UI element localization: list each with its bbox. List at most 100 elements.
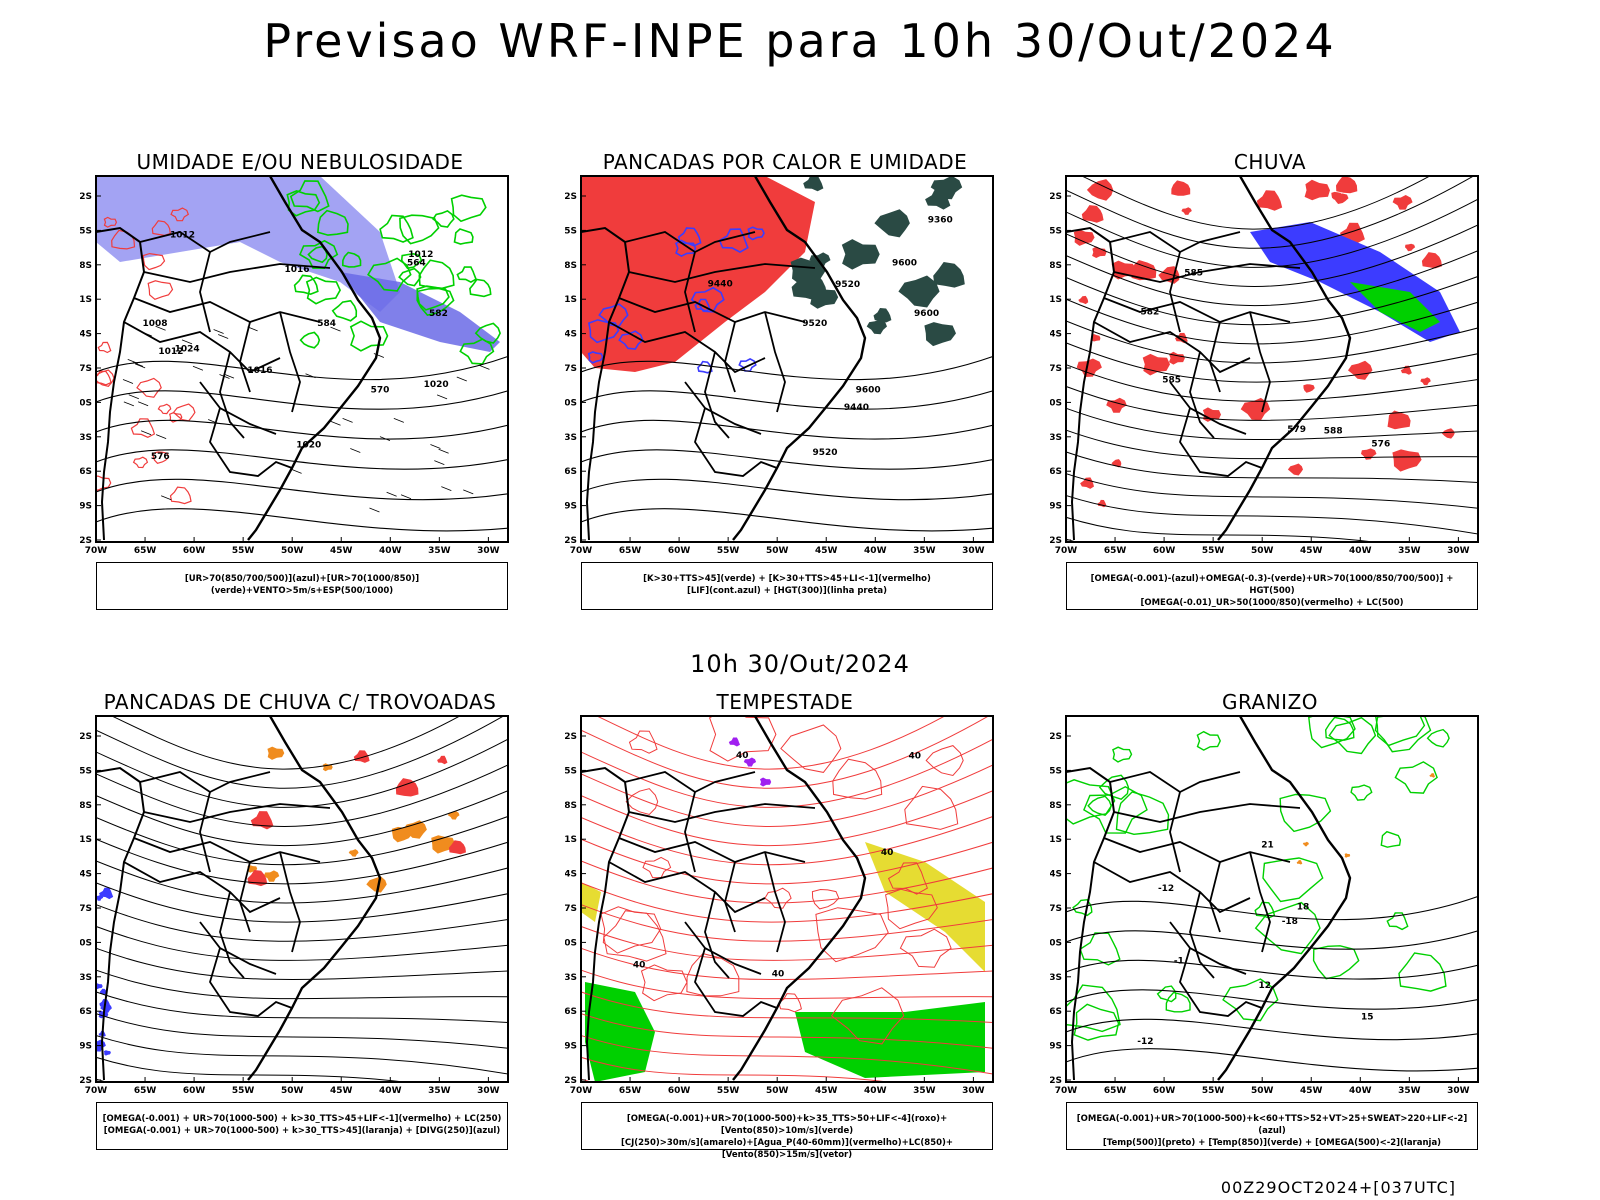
longitude-label: 65W [619, 1086, 642, 1096]
panel-title: GRANIZO [1221, 690, 1319, 714]
longitude-label: 30W [477, 546, 500, 556]
instability-green-zone [898, 275, 940, 308]
streamline [96, 716, 505, 789]
longitude-label: 40W [864, 546, 887, 556]
temp850-green-contour [1087, 795, 1112, 816]
precipitable-water-contour [642, 856, 672, 879]
contour-label: 1016 [284, 265, 309, 275]
map-content: -12 -12 -18 21 18 12 15 -1 [1066, 716, 1478, 1081]
western-boundary [96, 766, 146, 1081]
streamline [581, 738, 993, 808]
state-border [1179, 407, 1263, 477]
contour-label: 1020 [424, 380, 449, 390]
legend-line-2: [LIF](cont.azul) + [HGT(300)](linha pret… [686, 586, 888, 596]
green-humidity-contour [453, 228, 474, 245]
wind-vector [436, 394, 448, 400]
latitude-label: 18S [565, 801, 577, 811]
longitude-label: 55W [717, 1086, 740, 1096]
legend-line-2: [Temp(500)](preto) + [Temp(850)](verde) … [1102, 1138, 1442, 1148]
longitude-label: 70W [570, 546, 593, 556]
isobar-contour [581, 355, 993, 381]
lif-blue-contour [587, 351, 604, 364]
longitude-label: 65W [1104, 546, 1127, 556]
latitude-label: 12S [80, 732, 92, 742]
red-thickness-contour [96, 370, 112, 386]
latitude-label: 39S [1050, 1042, 1062, 1052]
temp850-green-contour [1398, 952, 1447, 992]
rain-red-area [1334, 193, 1349, 204]
thunderstorm-cell [366, 876, 387, 893]
map-frame [1065, 715, 1479, 1083]
isobar-contour [1066, 959, 1478, 980]
legend-box: [OMEGA(-0.001) + UR>70(1000-500) + k>30_… [96, 1102, 508, 1150]
contour-label: -1 [1174, 956, 1184, 966]
wind-vector [463, 489, 474, 495]
state-border [139, 771, 271, 794]
latitude-label: 39S [1050, 502, 1062, 512]
streamline [96, 860, 508, 904]
state-border [143, 803, 331, 823]
streamline [581, 860, 993, 904]
panel-title: TEMPESTADE [716, 690, 854, 714]
wind-vector [122, 379, 134, 384]
green-humidity-contour [469, 278, 492, 298]
red-thickness-contour [157, 403, 172, 415]
coastline [247, 176, 382, 541]
wind-vector [192, 365, 204, 371]
longitude-label: 40W [379, 546, 402, 556]
contour-label: 9440 [708, 280, 733, 290]
red-thickness-contour [136, 377, 162, 398]
state-border [199, 251, 211, 333]
contour-label: 582 [429, 309, 448, 319]
longitude-label: 65W [134, 546, 157, 556]
red-thickness-contour [169, 486, 192, 505]
rain-red-area [1169, 351, 1185, 365]
lif-blue-contour [618, 330, 644, 350]
precipitable-water-contour [925, 745, 964, 777]
contour-label: 40 [908, 752, 921, 762]
isobar-contour [1066, 989, 1478, 1010]
longitude-label: 45W [330, 1086, 353, 1096]
state-border [239, 861, 251, 933]
streamline [96, 1013, 508, 1049]
latitude-label: 36S [1050, 1007, 1062, 1017]
weather-map: 40 40 40 40 40 12S 15S 18S 21S 24S 27S 30S 33S 36S 39S… [565, 715, 994, 1096]
state-border [764, 311, 786, 413]
state-border [209, 947, 293, 1017]
temp850-green-contour [1115, 791, 1170, 836]
state-border [628, 263, 816, 283]
longitude-label: 55W [232, 1086, 255, 1096]
temp850-green-contour [1165, 991, 1191, 1013]
rain-red-area [1181, 207, 1192, 215]
latitude-label: 39S [80, 1042, 92, 1052]
rain-red-area [1348, 360, 1373, 380]
temp850-green-contour [1222, 978, 1279, 1022]
red-thickness-contour [96, 475, 112, 491]
state-border [1113, 263, 1301, 283]
temp850-green-contour [1374, 716, 1432, 753]
wind-vector [438, 448, 449, 454]
latitude-label: 27S [565, 364, 577, 374]
contour-label: 18 [1297, 903, 1310, 913]
mid-title: 10h 30/Out/2024 [690, 650, 910, 678]
thunderstorm-cell [348, 849, 359, 857]
state-border [724, 321, 736, 393]
latitude-label: 30S [80, 398, 92, 408]
longitude-label: 35W [428, 546, 451, 556]
omega-orange-cell [1429, 773, 1435, 778]
state-border [1189, 891, 1215, 979]
isobar-contour [581, 419, 993, 440]
contour-label: 576 [151, 452, 170, 462]
wind-vector [156, 434, 167, 440]
contour-label: -12 [1137, 1037, 1153, 1047]
state-border [628, 803, 816, 823]
latitude-label: 39S [565, 502, 577, 512]
state-border [1113, 803, 1301, 823]
state-border [684, 791, 696, 873]
temp850-green-contour [1112, 746, 1133, 763]
rain-red-area [1304, 179, 1330, 201]
contour-label: 9520 [812, 448, 837, 458]
wind-vector [155, 325, 166, 331]
rain-red-area [1421, 252, 1442, 269]
state-border [199, 791, 211, 873]
